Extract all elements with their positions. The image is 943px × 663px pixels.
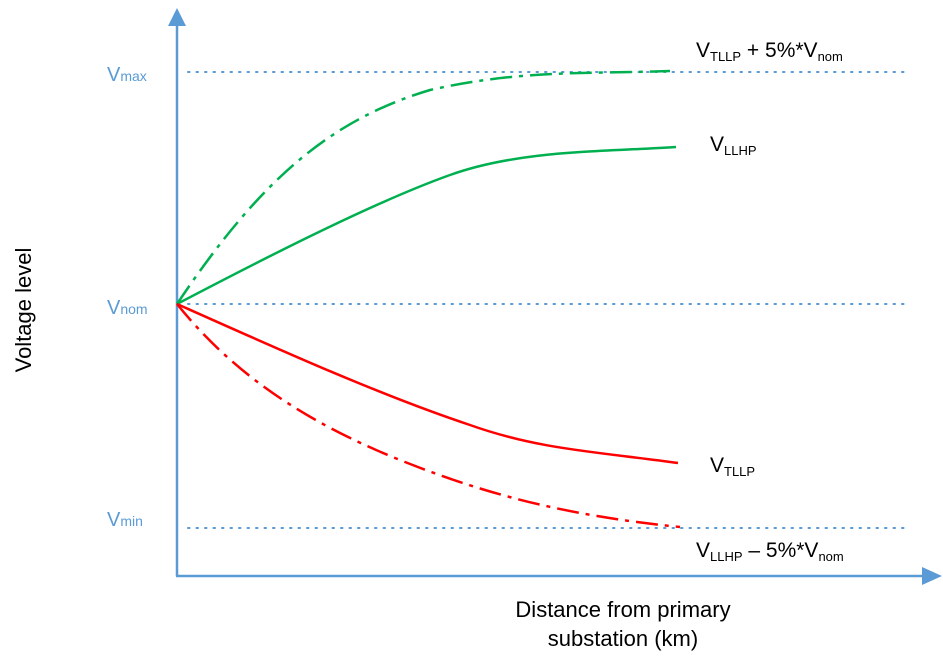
x-axis-title: Distance from primary substation (km) xyxy=(463,596,783,653)
vmin-label: Vmin xyxy=(107,510,143,530)
vnom-label: Vnom xyxy=(107,298,148,318)
y-axis-title: Voltage level xyxy=(11,248,37,373)
upper-limit-curve xyxy=(177,71,670,304)
y-axis-arrowhead xyxy=(168,8,186,26)
vtllp-curve xyxy=(177,304,678,463)
x-axis-title-line2: substation (km) xyxy=(463,625,783,654)
lower-limit-label: VLLHP – 5%*Vnom xyxy=(696,540,844,563)
upper-limit-label: VTLLP + 5%*Vnom xyxy=(696,40,843,63)
vllhp-curve xyxy=(177,147,676,304)
x-axis-title-line1: Distance from primary xyxy=(463,596,783,625)
vmax-label: Vmax xyxy=(107,65,147,85)
x-axis-arrowhead xyxy=(922,567,942,585)
vllhp-label: VLLHP xyxy=(710,134,757,157)
vtllp-label: VTLLP xyxy=(710,455,755,478)
